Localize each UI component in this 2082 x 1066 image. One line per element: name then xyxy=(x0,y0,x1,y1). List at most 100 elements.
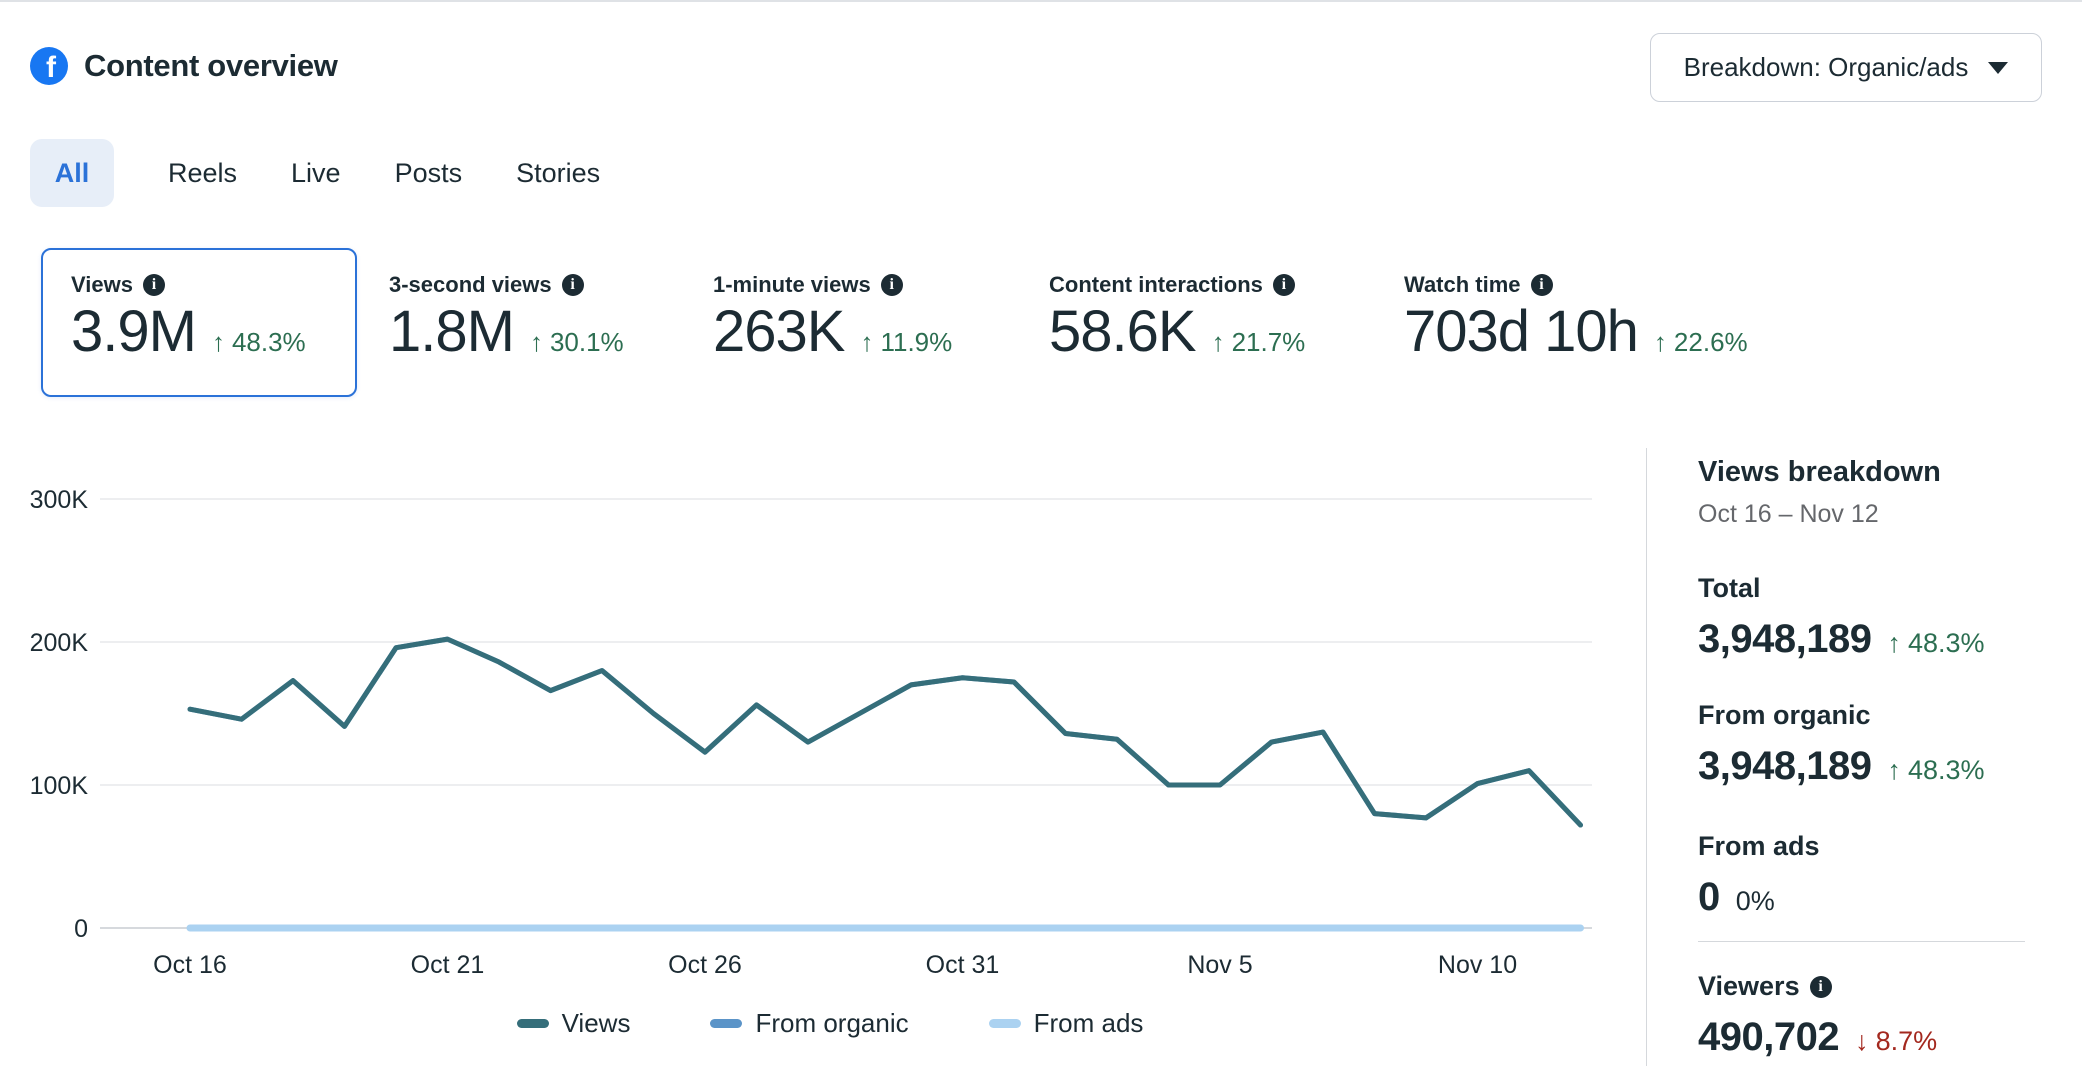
tab-reels[interactable]: Reels xyxy=(168,157,238,188)
breakdown-value: 3,948,189 xyxy=(1698,617,1872,661)
metric-delta-value: 21.7% xyxy=(1231,327,1306,357)
breakdown-row-ads: 0 0% xyxy=(1698,873,2048,921)
views-line-swatch xyxy=(516,1019,549,1028)
arrow-up-icon: ↑ xyxy=(211,327,225,357)
views-line xyxy=(187,636,1583,828)
breakdown-delta: ↑ 48.3% xyxy=(1887,755,1984,786)
legend-label: From ads xyxy=(1033,1008,1144,1038)
metric-label: 1-minute views xyxy=(713,272,871,297)
metric-1-minute-views[interactable]: 1-minute views i 263K ↑ 11.9% xyxy=(713,272,952,364)
metric-delta-value: 48.3% xyxy=(231,327,306,357)
metric-delta-value: 30.1% xyxy=(549,327,624,357)
page-title: Content overview xyxy=(84,48,338,83)
arrow-up-icon: ↑ xyxy=(529,327,543,357)
metric-delta: ↑ 48.3% xyxy=(212,327,306,358)
info-icon[interactable]: i xyxy=(1272,274,1295,296)
y-tick-label: 200K xyxy=(30,629,89,657)
chart-canvas: 0 100K 200K 300K Oct 16 Oct 21 Oct 26 Oct 31 No… xyxy=(30,486,1592,979)
ads-line-swatch xyxy=(988,1019,1021,1028)
info-icon[interactable]: i xyxy=(880,274,903,296)
breakdown-delta: ↑ 48.3% xyxy=(1887,628,1984,659)
breakdown-value: 3,948,189 xyxy=(1698,744,1872,788)
from-organic-line xyxy=(187,636,1583,828)
legend-label: Views xyxy=(561,1008,631,1038)
tab-live[interactable]: Live xyxy=(291,157,341,188)
viewers-delta: ↓ 8.7% xyxy=(1855,1026,1937,1057)
breakdown-row-label: From ads xyxy=(1698,831,1820,861)
chart-series xyxy=(186,636,1584,932)
x-axis-labels: Oct 16 Oct 21 Oct 26 Oct 31 Nov 5 Nov 10 xyxy=(153,951,1517,979)
metric-card-views[interactable]: Views i 3.9M ↑ 48.3% xyxy=(41,248,357,397)
organic-line-swatch xyxy=(710,1019,743,1028)
info-icon[interactable]: i xyxy=(1809,975,1832,998)
y-tick-label: 0 xyxy=(74,915,88,943)
metric-label: Content interactions xyxy=(1049,272,1263,297)
legend-item-from-ads[interactable]: From ads xyxy=(988,1008,1144,1039)
info-icon[interactable]: i xyxy=(1530,274,1553,296)
arrow-up-icon: ↑ xyxy=(1211,327,1225,357)
metric-delta: ↑ 30.1% xyxy=(530,327,624,358)
breakdown-row-total: 3,948,189 ↑ 48.3% xyxy=(1698,615,2048,663)
metric-value: 58.6K xyxy=(1049,299,1197,364)
breakdown-delta-value: 48.3% xyxy=(1907,755,1985,785)
arrow-up-icon: ↑ xyxy=(860,327,874,357)
viewers-row: 490,702 ↓ 8.7% xyxy=(1698,1013,2048,1061)
metric-delta: ↑ 22.6% xyxy=(1654,327,1748,358)
breakdown-dropdown-label: Breakdown: Organic/ads xyxy=(1683,52,1969,82)
views-breakdown-panel: Views breakdown Oct 16 – Nov 12 Total 3,… xyxy=(1698,455,2048,1061)
metric-label: Watch time xyxy=(1404,272,1521,297)
metric-watch-time[interactable]: Watch time i 703d 10h ↑ 22.6% xyxy=(1404,272,1748,364)
x-tick-label: Oct 26 xyxy=(668,951,742,979)
header: f Content overview xyxy=(30,47,338,85)
tab-posts[interactable]: Posts xyxy=(394,157,463,188)
breakdown-delta-value: 48.3% xyxy=(1907,628,1985,658)
breakdown-delta: 0% xyxy=(1736,886,1775,917)
metric-delta-value: 11.9% xyxy=(880,327,953,357)
info-icon[interactable]: i xyxy=(561,274,584,296)
breakdown-value: 0 xyxy=(1698,875,1720,919)
y-axis-labels: 0 100K 200K 300K xyxy=(30,486,89,943)
metric-value: 263K xyxy=(713,299,845,364)
vertical-divider xyxy=(1646,448,1647,1066)
x-tick-label: Oct 16 xyxy=(153,951,227,979)
sidebar-date-range: Oct 16 – Nov 12 xyxy=(1698,500,1879,528)
metric-value: 703d 10h xyxy=(1404,299,1639,364)
viewers-label: Viewers xyxy=(1698,971,1800,1001)
breakdown-delta-value: 0% xyxy=(1735,886,1775,916)
top-border xyxy=(0,0,2082,2)
arrow-up-icon: ↑ xyxy=(1887,628,1901,658)
metric-delta: ↑ 11.9% xyxy=(860,327,952,358)
arrow-up-icon: ↑ xyxy=(1653,327,1667,357)
metric-value: 3.9M xyxy=(71,299,197,364)
viewers-value: 490,702 xyxy=(1698,1015,1840,1059)
legend-label: From organic xyxy=(755,1008,909,1038)
metric-label: 3-second views xyxy=(389,272,552,297)
breakdown-row-organic: 3,948,189 ↑ 48.3% xyxy=(1698,742,2048,790)
x-tick-label: Oct 21 xyxy=(411,951,485,979)
viewers-delta-value: 8.7% xyxy=(1875,1026,1938,1056)
info-icon[interactable]: i xyxy=(142,274,165,296)
arrow-up-icon: ↑ xyxy=(1887,755,1901,785)
legend-item-from-organic[interactable]: From organic xyxy=(710,1008,909,1039)
metric-label: Views xyxy=(71,272,133,297)
views-line-chart[interactable]: 0 100K 200K 300K Oct 16 Oct 21 Oct 26 Oct 31 No… xyxy=(0,430,1660,990)
tab-all[interactable]: All xyxy=(30,139,114,207)
metric-delta-value: 22.6% xyxy=(1673,327,1748,357)
metric-3-second-views[interactable]: 3-second views i 1.8M ↑ 30.1% xyxy=(389,272,624,364)
metric-content-interactions[interactable]: Content interactions i 58.6K ↑ 21.7% xyxy=(1049,272,1305,364)
metric-value: 1.8M xyxy=(389,299,515,364)
legend-item-views[interactable]: Views xyxy=(516,1008,631,1039)
sidebar-title: Views breakdown xyxy=(1698,456,1941,488)
facebook-logo-icon: f xyxy=(30,47,68,85)
metric-delta: ↑ 21.7% xyxy=(1212,327,1306,358)
arrow-down-icon: ↓ xyxy=(1855,1026,1869,1056)
x-tick-label: Nov 5 xyxy=(1187,951,1252,979)
gridlines xyxy=(100,498,1592,929)
breakdown-dropdown[interactable]: Breakdown: Organic/ads xyxy=(1650,33,2042,102)
content-type-tabs: All Reels Live Posts Stories xyxy=(30,139,600,207)
tab-stories[interactable]: Stories xyxy=(516,157,601,188)
y-tick-label: 300K xyxy=(30,486,89,514)
sidebar-divider xyxy=(1698,941,2025,942)
chevron-down-icon xyxy=(1988,61,2009,74)
chart-legend: Views From organic From ads xyxy=(0,1008,1660,1039)
